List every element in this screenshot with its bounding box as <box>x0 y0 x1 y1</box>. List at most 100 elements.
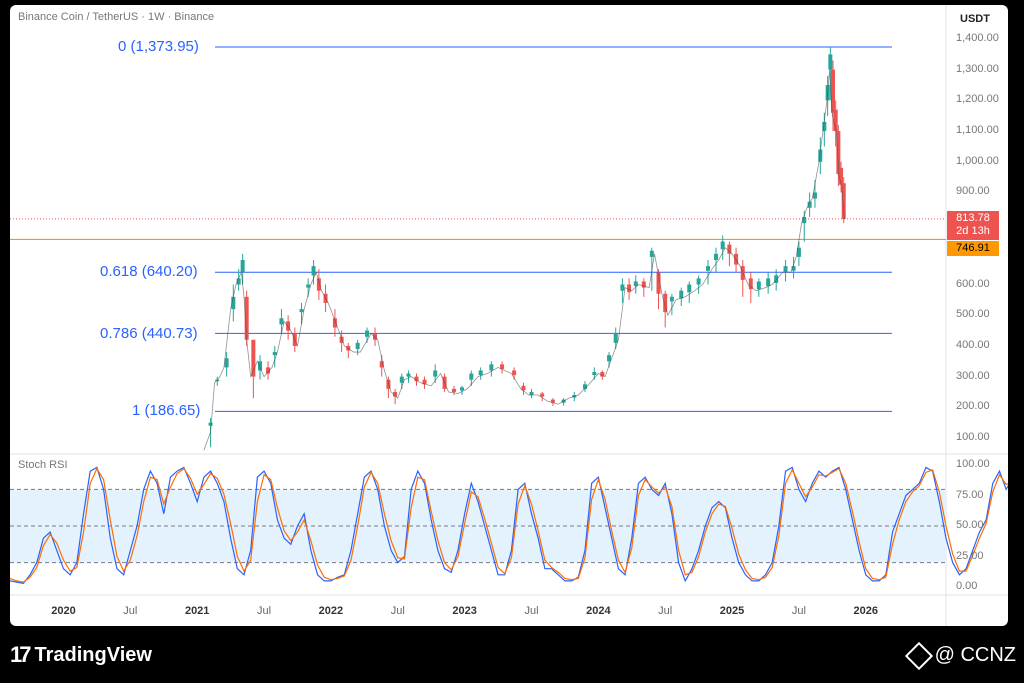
chart-frame: Binance Coin / TetherUS · 1W · Binance U… <box>10 5 1008 626</box>
time-tick: Jul <box>390 605 405 617</box>
level-price-badge: 746.91 <box>947 241 999 256</box>
stoch-k-line <box>10 466 1008 584</box>
candle-body-52 <box>620 284 625 291</box>
time-tick: Jul <box>658 605 673 617</box>
candle-body-83 <box>831 69 836 113</box>
price-tick: 300.00 <box>956 369 990 382</box>
candle-body-19 <box>332 318 337 328</box>
candle-body-60 <box>679 290 684 299</box>
time-tick: Jul <box>524 605 539 617</box>
price-tick: 1,400.00 <box>956 32 999 44</box>
candle-body-77 <box>807 201 812 208</box>
candle-body-23 <box>365 330 370 337</box>
candle-body-85 <box>836 131 841 175</box>
current-price-value: 813.78 <box>956 212 990 224</box>
candle-body-69 <box>748 278 753 290</box>
candle-body-75 <box>796 247 801 257</box>
candle-body-58 <box>663 293 668 313</box>
candle-body-20 <box>339 336 344 343</box>
candle-body-29 <box>406 373 411 377</box>
time-tick: 2026 <box>853 605 879 617</box>
candle-body-78 <box>812 192 817 199</box>
candle-body-25 <box>379 361 384 368</box>
chart-canvas[interactable] <box>10 5 1008 626</box>
fib-label-0: 0 (1,373.95) <box>118 38 199 55</box>
time-tick: Jul <box>123 605 138 617</box>
candle-body-79 <box>818 149 823 162</box>
candle-body-51 <box>613 333 618 343</box>
price-tick: 900.00 <box>956 185 990 198</box>
candle-body-43 <box>540 393 545 397</box>
candle-body-62 <box>696 278 701 285</box>
candle-body-56 <box>649 250 654 257</box>
candle-body-82 <box>828 54 833 70</box>
candle-body-9 <box>266 367 271 374</box>
fib-label-0786: 0.786 (440.73) <box>100 325 198 342</box>
watermark: @ CCNZ <box>904 641 1016 670</box>
time-tick: 2025 <box>719 605 745 617</box>
candle-body-7 <box>251 339 256 377</box>
candle-body-80 <box>822 121 827 132</box>
candle-body-14 <box>299 309 304 313</box>
time-tick: 2024 <box>586 605 611 617</box>
bar-countdown: 2d 13h <box>956 225 990 237</box>
stoch-rsi-title[interactable]: Stoch RSI <box>18 459 68 471</box>
candle-body-86 <box>839 167 844 185</box>
candle-body-15 <box>306 284 311 288</box>
time-tick: 2023 <box>452 605 477 617</box>
symbol-title[interactable]: Binance Coin / TetherUS · 1W · Binance <box>18 11 215 23</box>
fib-label-1: 1 (186.65) <box>132 402 201 419</box>
candle-body-36 <box>469 373 474 380</box>
price-close-path <box>203 69 845 451</box>
fib-label-0618: 0.618 (640.20) <box>100 263 198 280</box>
candle-body-71 <box>766 278 771 287</box>
candle-body-10 <box>272 352 277 356</box>
time-tick: Jul <box>791 605 806 617</box>
candle-body-11 <box>279 318 284 325</box>
candle-body-30 <box>414 376 419 382</box>
candle-body-16 <box>311 266 316 276</box>
candle-body-38 <box>489 364 494 371</box>
price-tick: 200.00 <box>956 400 990 413</box>
tradingview-brand[interactable]: 17 TradingView <box>10 642 152 668</box>
candle-body-42 <box>529 391 534 396</box>
candle-body-54 <box>633 281 638 287</box>
price-tick: 100.00 <box>956 431 990 443</box>
candle-body-50 <box>607 355 612 362</box>
candle-body-57 <box>656 272 661 294</box>
candle-body-47 <box>582 384 587 389</box>
time-tick: 2021 <box>184 605 210 617</box>
candle-body-12 <box>286 321 291 331</box>
price-tick: 500.00 <box>956 308 990 321</box>
watermark-text: @ CCNZ <box>934 644 1016 666</box>
candle-body-3 <box>231 296 236 310</box>
candle-body-0 <box>208 422 213 426</box>
stoch-tick: 100.00 <box>956 458 990 470</box>
candle-body-32 <box>433 370 438 377</box>
price-tick: 600.00 <box>956 277 990 290</box>
current-price-badge: 813.78 2d 13h <box>947 211 999 240</box>
candle-body-73 <box>783 266 788 273</box>
candle-body-28 <box>399 376 404 383</box>
candle-body-63 <box>705 266 710 271</box>
time-tick: Jul <box>257 605 272 617</box>
candle-body-17 <box>316 278 321 291</box>
candle-body-31 <box>422 379 427 385</box>
candle-body-5 <box>240 259 245 273</box>
candle-body-74 <box>791 266 796 271</box>
candle-body-39 <box>500 364 505 369</box>
stoch-tick: 25.00 <box>956 549 984 562</box>
candle-body-67 <box>734 253 739 265</box>
tradingview-logo-icon: 17 <box>10 642 32 667</box>
candle-body-6 <box>244 296 249 340</box>
tradingview-wordmark: TradingView <box>34 643 152 666</box>
candle-body-22 <box>355 342 360 349</box>
candle-body-53 <box>627 284 632 293</box>
candle-body-37 <box>478 370 483 376</box>
candle-body-72 <box>774 275 779 284</box>
candle-body-24 <box>373 333 378 340</box>
candle-body-41 <box>521 385 526 391</box>
candle-body-27 <box>393 391 398 397</box>
stoch-tick: 0.00 <box>956 580 978 592</box>
stoch-tick: 50.00 <box>956 519 984 531</box>
